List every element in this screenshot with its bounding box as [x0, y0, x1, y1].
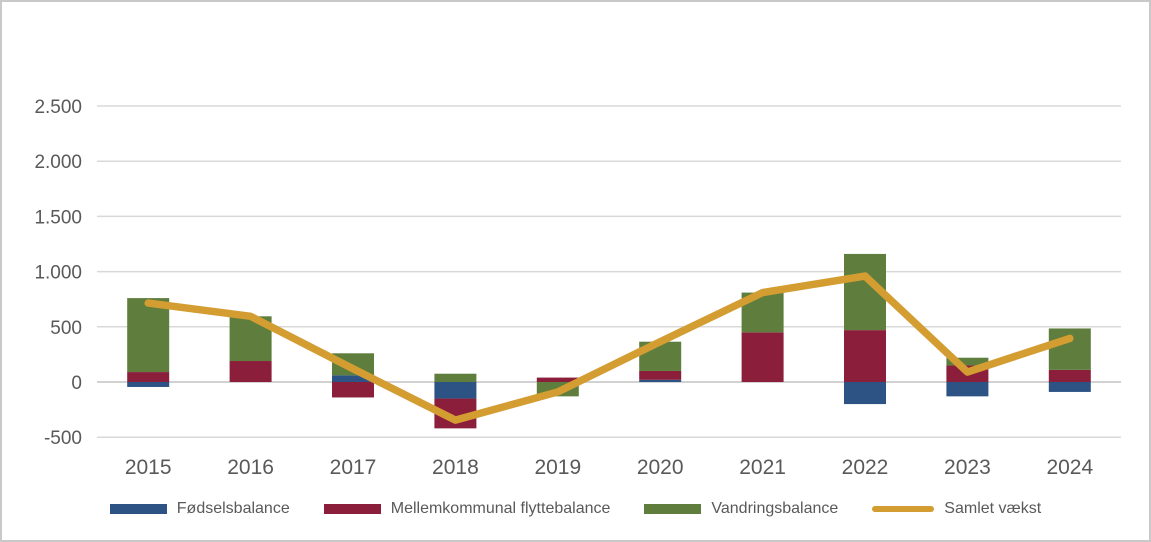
svg-text:2020: 2020: [637, 456, 684, 479]
legend-swatch-mellemkommunal-flyttebalance-icon: [323, 504, 381, 514]
svg-text:2017: 2017: [330, 456, 377, 479]
legend-item-vandringsbalance: Vandringsbalance: [644, 500, 838, 518]
legend-swatch-vandringsbalance-icon: [644, 504, 702, 514]
svg-text:2023: 2023: [944, 456, 991, 479]
legend-label-vandringsbalance: Vandringsbalance: [711, 500, 839, 517]
svg-text:-500: -500: [44, 428, 82, 449]
legend-label-samlet-vaekst: Samlet vækst: [944, 500, 1042, 517]
svg-text:1.500: 1.500: [34, 207, 82, 228]
svg-text:2022: 2022: [842, 456, 889, 479]
svg-text:2021: 2021: [739, 456, 786, 479]
svg-text:2016: 2016: [227, 456, 274, 479]
legend-label-mellemkommunal-flyttebalance: Mellemkommunal flyttebalance: [390, 500, 611, 517]
legend-swatch-fodselsbalance-icon: [109, 504, 167, 514]
svg-text:2.000: 2.000: [34, 152, 82, 173]
svg-text:2.500: 2.500: [34, 97, 82, 118]
legend-item-mellemkommunal-flyttebalance: Mellemkommunal flyttebalance: [323, 500, 611, 518]
svg-text:2015: 2015: [125, 456, 172, 479]
svg-text:1.000: 1.000: [34, 263, 82, 284]
svg-text:2024: 2024: [1046, 456, 1093, 479]
svg-text:2019: 2019: [534, 456, 581, 479]
svg-text:500: 500: [50, 318, 82, 339]
svg-text:2018: 2018: [432, 456, 479, 479]
chart-legend: Fødselsbalance Mellemkommunal flyttebala…: [2, 500, 1149, 518]
legend-item-samlet-vaekst: Samlet vækst: [872, 500, 1041, 518]
svg-text:0: 0: [71, 373, 82, 394]
legend-label-fodselsbalance: Fødselsbalance: [176, 500, 290, 517]
legend-item-fodselsbalance: Fødselsbalance: [109, 500, 290, 518]
legend-swatch-samlet-vaekst-icon: [872, 506, 935, 512]
